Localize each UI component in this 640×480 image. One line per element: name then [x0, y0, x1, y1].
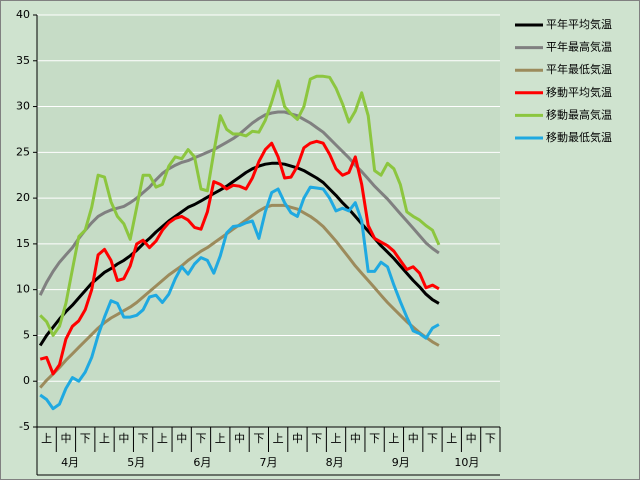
y-tick-label: 15 [16, 237, 30, 250]
y-tick-label: 35 [16, 54, 30, 67]
x-tick-label: 上 [388, 432, 399, 445]
x-tick-label: 中 [234, 432, 245, 445]
month-label: 10月 [454, 456, 479, 469]
x-tick-label: 中 [176, 432, 187, 445]
plot-area [37, 15, 500, 427]
x-tick-label: 下 [138, 432, 149, 445]
x-tick-label: 下 [253, 432, 264, 445]
x-tick-label: 上 [331, 432, 342, 445]
x-tick-label: 上 [157, 432, 168, 445]
x-tick-label: 中 [350, 432, 361, 445]
month-label: 6月 [193, 456, 211, 469]
x-tick-label: 上 [41, 432, 52, 445]
legend-label: 平年最低気温 [546, 62, 612, 76]
y-tick-label: 25 [16, 145, 30, 158]
x-tick-label: 中 [60, 432, 71, 445]
x-tick-label: 上 [99, 432, 110, 445]
month-label: 8月 [326, 456, 344, 469]
x-tick-label: 中 [466, 432, 477, 445]
y-tick-label: 10 [16, 283, 30, 296]
x-tick-label: 上 [446, 432, 457, 445]
x-tick-label: 上 [273, 432, 284, 445]
y-tick-label: -5 [19, 420, 30, 433]
y-tick-label: 20 [16, 191, 30, 204]
y-tick-label: 30 [16, 100, 30, 113]
month-label: 7月 [260, 456, 278, 469]
x-tick-label: 下 [485, 432, 496, 445]
x-tick-label: 下 [195, 432, 206, 445]
legend-label: 平年最高気温 [546, 40, 612, 54]
month-label: 9月 [392, 456, 410, 469]
x-tick-label: 下 [427, 432, 438, 445]
x-tick-label: 中 [292, 432, 303, 445]
series-line [39, 185, 440, 411]
x-tick-label: 下 [311, 432, 322, 445]
legend-label: 平年平均気温 [546, 17, 612, 31]
y-tick-label: 5 [23, 328, 30, 341]
x-tick-label: 上 [215, 432, 226, 445]
month-label: 4月 [61, 456, 79, 469]
series-line [39, 139, 440, 376]
x-tick-label: 中 [118, 432, 129, 445]
y-tick-label: 40 [16, 8, 30, 21]
legend-label: 移動平均気温 [546, 85, 612, 99]
legend-label: 移動最高気温 [546, 107, 612, 121]
x-tick-label: 下 [369, 432, 380, 445]
series-line [39, 74, 441, 337]
y-tick-label: 0 [23, 374, 30, 387]
x-tick-label: 中 [408, 432, 419, 445]
x-tick-label: 下 [80, 432, 91, 445]
month-label: 5月 [127, 456, 145, 469]
legend-label: 移動最低気温 [546, 130, 612, 144]
